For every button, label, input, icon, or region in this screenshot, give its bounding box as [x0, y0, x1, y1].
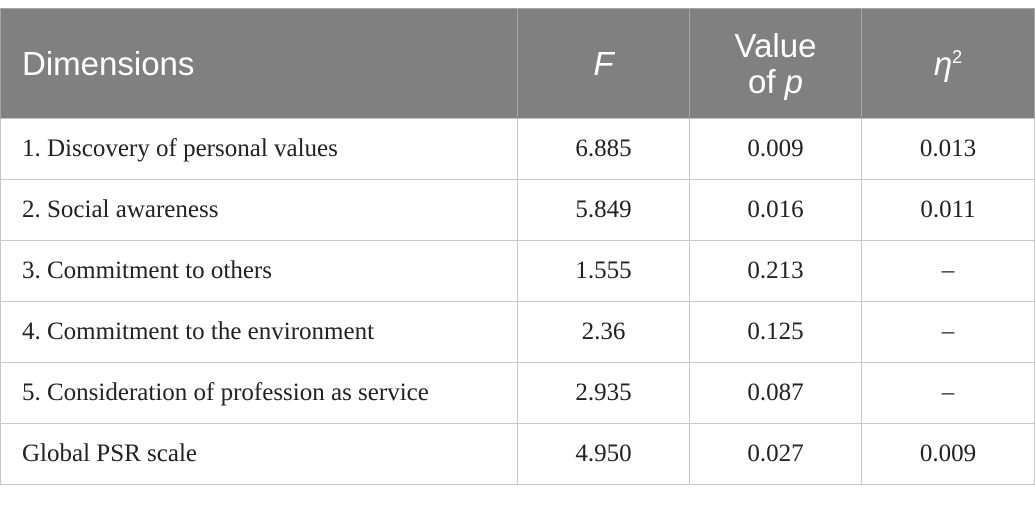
- header-p-value-prefix: of: [747, 62, 785, 100]
- cell-f: 1.555: [517, 240, 690, 302]
- header-eta-superscript: 2: [952, 46, 963, 67]
- table-header: Dimensions F Value of p η2: [0, 8, 1035, 119]
- cell-eta2: –: [861, 301, 1035, 363]
- cell-f: 6.885: [517, 118, 690, 180]
- header-eta-symbol: η: [933, 44, 953, 82]
- header-eta-squared: η2: [861, 8, 1035, 119]
- cell-p: 0.009: [689, 118, 862, 180]
- cell-dimension: 5. Consideration of profession as servic…: [0, 362, 518, 424]
- cell-dimension: 2. Social awareness: [0, 179, 518, 241]
- cell-dimension: 1. Discovery of personal values: [0, 118, 518, 180]
- table-row: Global PSR scale 4.950 0.027 0.009: [0, 423, 1035, 485]
- cell-f: 4.950: [517, 423, 690, 485]
- cell-p: 0.027: [689, 423, 862, 485]
- cell-dimension: Global PSR scale: [0, 423, 518, 485]
- table-body: 1. Discovery of personal values 6.885 0.…: [0, 118, 1035, 485]
- cell-p: 0.213: [689, 240, 862, 302]
- table-row: 4. Commitment to the environment 2.36 0.…: [0, 301, 1035, 363]
- cell-p: 0.087: [689, 362, 862, 424]
- cell-f: 2.36: [517, 301, 690, 363]
- header-row: Dimensions F Value of p η2: [0, 8, 1035, 119]
- results-table: Dimensions F Value of p η2 1. Discovery …: [0, 8, 1035, 485]
- cell-dimension: 3. Commitment to others: [0, 240, 518, 302]
- header-dimensions: Dimensions: [0, 8, 518, 119]
- header-f: F: [517, 8, 690, 119]
- header-p-value-line1: Value: [734, 26, 817, 64]
- cell-eta2: –: [861, 240, 1035, 302]
- table-row: 2. Social awareness 5.849 0.016 0.011: [0, 179, 1035, 241]
- cell-eta2: –: [861, 362, 1035, 424]
- cell-f: 2.935: [517, 362, 690, 424]
- cell-f: 5.849: [517, 179, 690, 241]
- header-f-symbol: F: [593, 44, 614, 82]
- header-p-value: Value of p: [689, 8, 862, 119]
- table-row: 5. Consideration of profession as servic…: [0, 362, 1035, 424]
- cell-eta2: 0.011: [861, 179, 1035, 241]
- table-row: 3. Commitment to others 1.555 0.213 –: [0, 240, 1035, 302]
- cell-dimension: 4. Commitment to the environment: [0, 301, 518, 363]
- cell-eta2: 0.009: [861, 423, 1035, 485]
- cell-p: 0.016: [689, 179, 862, 241]
- cell-eta2: 0.013: [861, 118, 1035, 180]
- table-row: 1. Discovery of personal values 6.885 0.…: [0, 118, 1035, 180]
- cell-p: 0.125: [689, 301, 862, 363]
- header-p-symbol: p: [784, 62, 804, 100]
